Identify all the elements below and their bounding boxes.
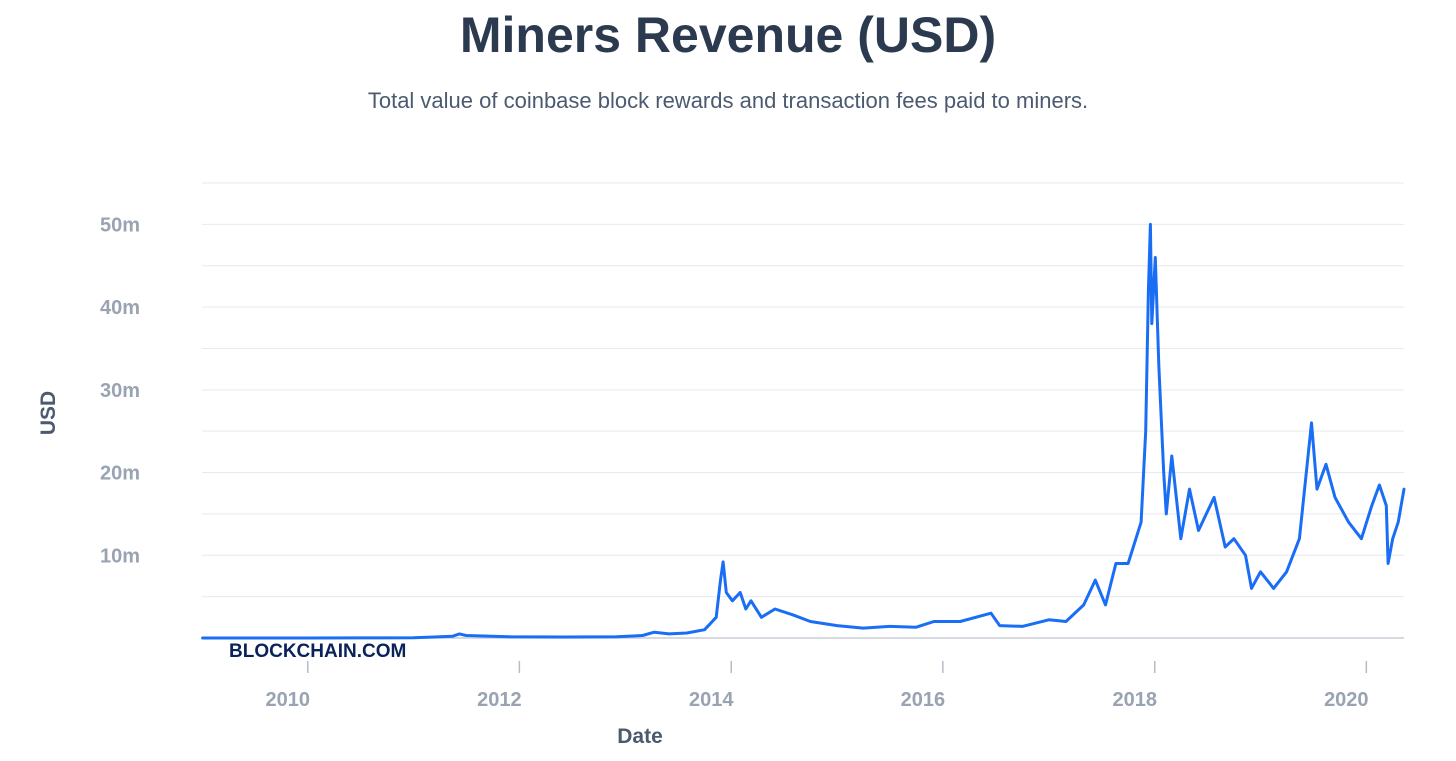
x-tick-label: 2012 xyxy=(477,689,522,711)
x-tick-label: 2014 xyxy=(689,689,734,711)
x-tick-label: 2020 xyxy=(1324,689,1369,711)
series-group xyxy=(201,222,1406,640)
x-axis: 2010 2012 2014 2016 2018 2020 xyxy=(266,661,1369,711)
blockchain-logo: BLOCKCHAIN.COM xyxy=(229,641,406,662)
y-tick-label: 50m xyxy=(100,214,140,236)
chart-subtitle: Total value of coinbase block rewards an… xyxy=(367,88,1089,113)
y-tick-label: 40m xyxy=(100,297,140,319)
y-tick-label: 30m xyxy=(100,380,140,402)
chart-title: Miners Revenue (USD) xyxy=(459,7,997,63)
x-tick-label: 2016 xyxy=(901,689,946,711)
x-tick-label: 2018 xyxy=(1112,689,1157,711)
grid-lines xyxy=(202,182,1404,639)
y-axis-title: USD xyxy=(37,391,60,435)
series-line xyxy=(201,222,1406,640)
x-tick-label: 2010 xyxy=(266,689,311,711)
y-tick-label: 10m xyxy=(100,545,140,567)
y-tick-label: 20m xyxy=(100,463,140,485)
y-axis: 10m 20m 30m 40m 50m xyxy=(100,214,140,567)
x-axis-title: Date xyxy=(617,725,663,748)
